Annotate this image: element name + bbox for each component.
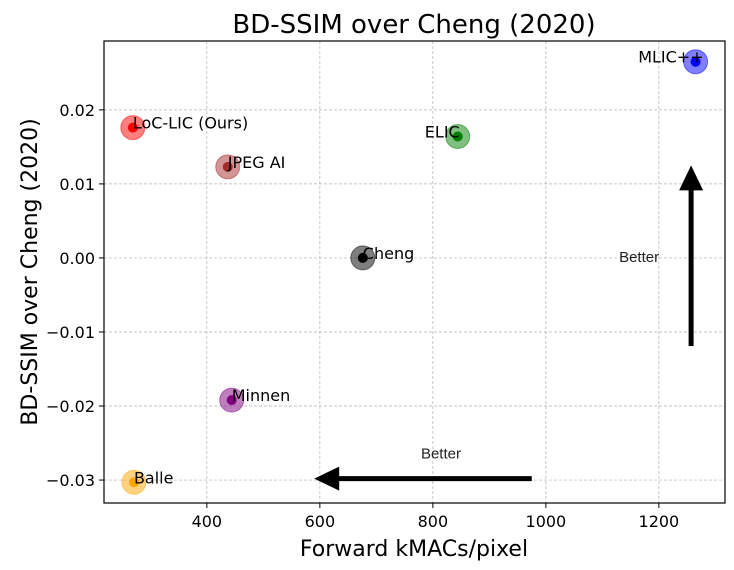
point-label: Cheng (363, 244, 414, 263)
x-tick-label: 600 (305, 512, 336, 531)
better-arrows: Better Better (314, 165, 704, 491)
y-axis-ticks: 0.02 0.01 0.00 −0.01 −0.02 −0.03 (46, 101, 104, 490)
point-elic: ELIC (425, 123, 471, 150)
better-arrow-left: Better (314, 446, 532, 491)
y-axis-label: BD-SSIM over Cheng (2020) (18, 118, 43, 425)
point-balle: Balle (121, 468, 174, 495)
point-label: LoC-LIC (Ours) (133, 114, 248, 133)
point-label: Minnen (232, 386, 291, 405)
point-cheng: Cheng (350, 244, 414, 271)
y-tick-label: 0.00 (59, 249, 95, 268)
point-marker (128, 477, 139, 488)
point-marker (690, 56, 701, 67)
x-tick-label: 400 (192, 512, 223, 531)
y-tick-label: 0.01 (59, 175, 95, 194)
better-label: Better (421, 446, 461, 463)
y-tick-label: −0.02 (46, 397, 95, 416)
x-axis-ticks: 400 600 800 1000 1200 (192, 503, 680, 531)
point-marker (357, 252, 368, 263)
point-marker (127, 122, 138, 133)
x-tick-label: 1000 (526, 512, 567, 531)
point-marker (226, 395, 237, 406)
grid-lines (104, 41, 725, 503)
point-label: ELIC (425, 123, 460, 142)
data-points: LoC-LIC (Ours) JPEG AI ELIC MLIC++ Cheng Minn… (120, 48, 709, 495)
point-minnen: Minnen (219, 386, 291, 413)
better-label: Better (619, 249, 659, 266)
point-loc-lic-ours: LoC-LIC (Ours) (120, 114, 248, 141)
point-label: Balle (134, 468, 174, 487)
chart-title: BD-SSIM over Cheng (2020) (232, 10, 595, 40)
point-marker (452, 131, 463, 142)
plot-frame (103, 40, 726, 504)
point-label: MLIC++ (638, 48, 703, 67)
better-arrow-up: Better (619, 165, 704, 347)
y-tick-label: 0.02 (59, 101, 95, 120)
y-tick-label: −0.03 (46, 471, 95, 490)
point-marker (222, 161, 233, 172)
point-label: JPEG AI (227, 153, 286, 172)
x-tick-label: 800 (418, 512, 449, 531)
point-mlic: MLIC++ (638, 48, 709, 75)
x-tick-label: 1200 (639, 512, 680, 531)
y-tick-label: −0.01 (46, 323, 95, 342)
x-axis-label: Forward kMACs/pixel (300, 537, 528, 562)
point-jpeg-ai: JPEG AI (215, 153, 286, 180)
